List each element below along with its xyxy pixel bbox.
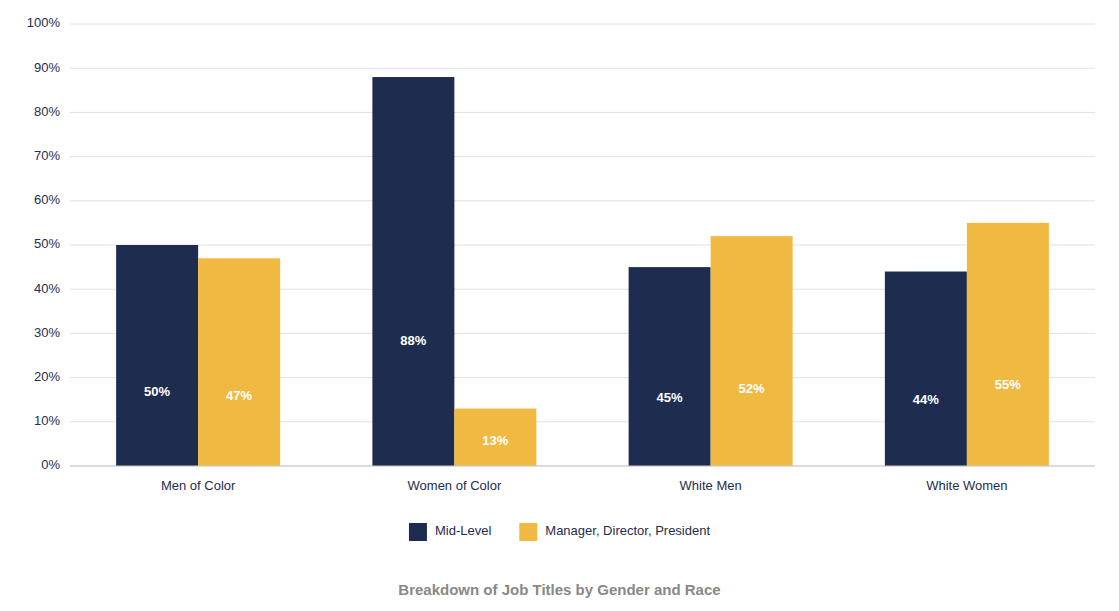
bar xyxy=(372,77,454,466)
data-label: 88% xyxy=(400,333,426,348)
data-label: 47% xyxy=(226,388,252,403)
bar xyxy=(885,272,967,466)
y-tick-label: 80% xyxy=(34,104,60,119)
data-label: 50% xyxy=(144,384,170,399)
y-tick-label: 40% xyxy=(34,281,60,296)
y-tick-label: 10% xyxy=(34,413,60,428)
chart-container: 0% 10% 20% 30% 40% 50% 60% 70% 80% 90% 100% 50% 88% 4… xyxy=(0,0,1119,611)
bar xyxy=(198,258,280,466)
grid-line xyxy=(70,200,1095,201)
data-labels: 50% 88% 45% 44% 47% 13% 52% 55% xyxy=(144,333,1021,447)
grid-line xyxy=(70,156,1095,157)
data-label: 44% xyxy=(913,392,939,407)
grid xyxy=(70,24,1095,466)
y-tick-label: 90% xyxy=(34,60,60,75)
grid-line xyxy=(70,245,1095,246)
y-tick-label: 50% xyxy=(34,236,60,251)
x-tick-label: White Women xyxy=(926,478,1007,493)
data-label: 45% xyxy=(657,390,683,405)
y-tick-label: 20% xyxy=(34,369,60,384)
legend-swatch xyxy=(519,523,537,541)
legend: Mid-Level Manager, Director, President xyxy=(409,523,710,541)
bar xyxy=(629,267,711,466)
data-label: 52% xyxy=(739,381,765,396)
x-tick-label: Women of Color xyxy=(408,478,502,493)
x-tick-label: White Men xyxy=(680,478,742,493)
title: Breakdown of Job Titles by Gender and Ra… xyxy=(398,581,720,598)
legend-swatch xyxy=(409,523,427,541)
legend-label: Manager, Director, President xyxy=(545,523,710,538)
x-tick-label: Men of Color xyxy=(161,478,236,493)
data-label: 55% xyxy=(995,377,1021,392)
bar xyxy=(116,245,198,466)
grid-line xyxy=(70,466,1095,467)
bars xyxy=(116,77,1049,466)
y-tick-label: 70% xyxy=(34,148,60,163)
data-label: 13% xyxy=(482,433,508,448)
y-tick-label: 60% xyxy=(34,192,60,207)
bar xyxy=(454,409,536,466)
legend-item: Mid-Level xyxy=(409,523,491,541)
grid-line xyxy=(70,24,1095,25)
grid-line xyxy=(70,112,1095,113)
bar xyxy=(967,223,1049,466)
y-tick-label: 30% xyxy=(34,325,60,340)
x-axis-line xyxy=(70,466,1095,467)
grid-line xyxy=(70,68,1095,69)
y-tick-label: 0% xyxy=(41,457,60,472)
chart-svg: 0% 10% 20% 30% 40% 50% 60% 70% 80% 90% 100% 50% 88% 4… xyxy=(0,0,1119,611)
legend-label: Mid-Level xyxy=(435,523,491,538)
y-tick-label: 100% xyxy=(27,15,61,30)
bar xyxy=(711,236,793,466)
legend-item: Manager, Director, President xyxy=(519,523,710,541)
